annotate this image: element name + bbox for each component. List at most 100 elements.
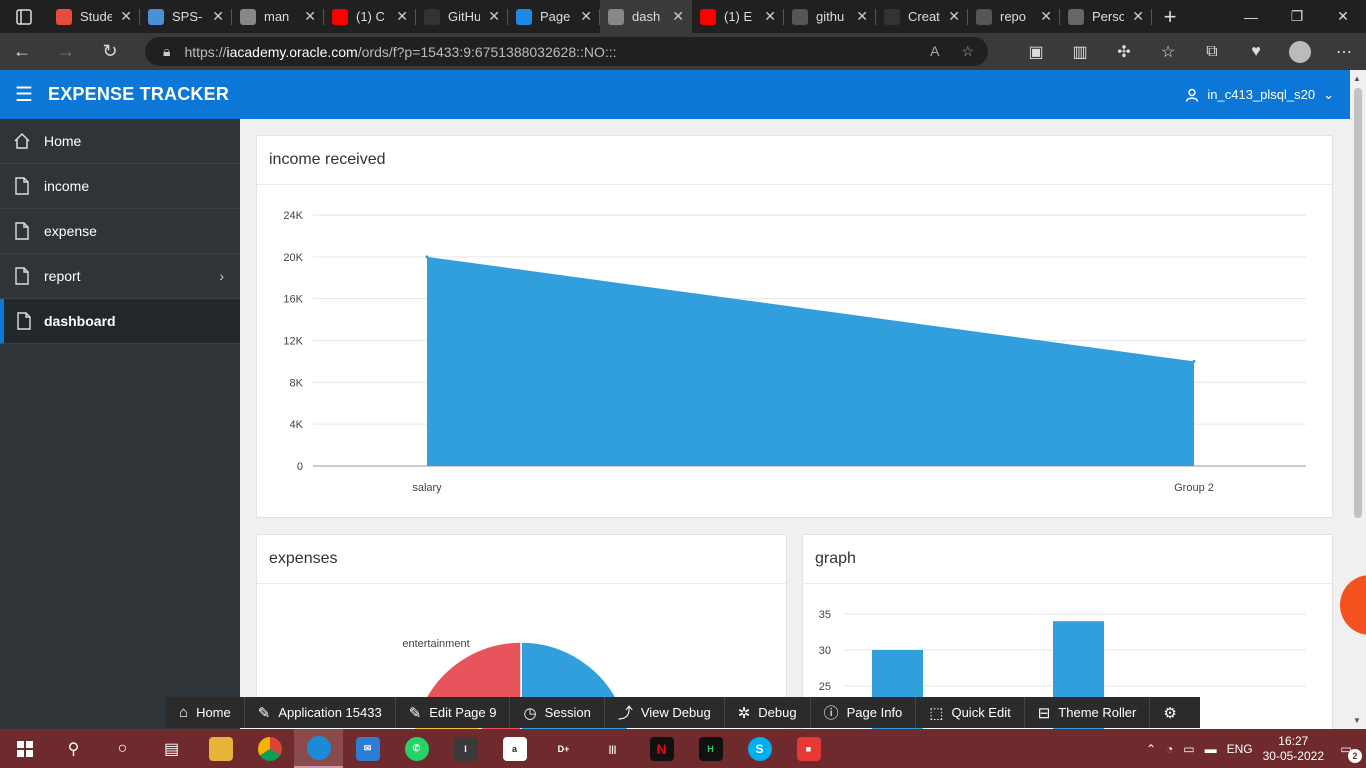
netflix-button[interactable]: N <box>637 729 686 768</box>
skype-button[interactable]: S <box>735 729 784 768</box>
file-explorer-button[interactable] <box>196 729 245 768</box>
devbar-application-15433-button[interactable]: ✎ Application 15433 <box>245 697 396 728</box>
back-button[interactable]: ← <box>0 33 44 70</box>
browser-tab[interactable]: Page ✕ <box>508 0 600 33</box>
tab-list: Stude ✕ SPS- ✕ man ✕ (1) C ✕ GitHu ✕ Page ✕ dash ✕ (1)… <box>48 0 1152 33</box>
app-button[interactable]: I <box>441 729 490 768</box>
tab-title: Page <box>540 9 571 24</box>
amazon-button[interactable]: a <box>490 729 539 768</box>
sidebar-item-report[interactable]: report › <box>0 254 240 299</box>
plus-icon: + <box>1163 3 1177 29</box>
home-icon <box>0 132 44 150</box>
browser-tab[interactable]: (1) E ✕ <box>692 0 784 33</box>
devbar-debug-button[interactable]: ✲ Debug <box>725 697 811 728</box>
maximize-button[interactable]: ❐ <box>1290 8 1304 24</box>
tab-close-icon[interactable]: ✕ <box>1040 8 1052 24</box>
collections-icon[interactable]: ⧉ <box>1206 42 1218 60</box>
close-window-button[interactable]: ✕ <box>1337 8 1349 24</box>
health-icon[interactable]: ♥ <box>1251 42 1261 60</box>
minimize-button[interactable]: — <box>1244 8 1258 25</box>
url-field[interactable]: 🔒︎ https://iacademy.oracle.com/ords/f?p=… <box>145 37 988 66</box>
tab-actions-button[interactable] <box>0 0 48 33</box>
cisco-button[interactable]: ||| <box>588 729 637 768</box>
sidebar-item-dashboard[interactable]: dashboard <box>0 299 240 344</box>
edge-button[interactable] <box>294 729 343 768</box>
sidebar-item-income[interactable]: income <box>0 164 240 209</box>
tab-close-icon[interactable]: ✕ <box>212 8 224 24</box>
browser-tab[interactable]: SPS- ✕ <box>140 0 232 33</box>
browser-tab[interactable]: Perso ✕ <box>1060 0 1152 33</box>
display-icon[interactable]: ▭ <box>1183 741 1195 756</box>
disney-button[interactable]: D+ <box>539 729 588 768</box>
scroll-thumb[interactable] <box>1354 88 1362 518</box>
browser-tab[interactable]: GitHu ✕ <box>416 0 508 33</box>
devbar-settings-button[interactable]: ⚙ <box>1150 697 1189 728</box>
whatsapp-button[interactable]: ✆ <box>392 729 441 768</box>
read-aloud-icon[interactable]: A <box>930 43 940 59</box>
forward-button[interactable]: → <box>44 33 88 70</box>
more-menu-icon[interactable]: ⋯ <box>1336 43 1352 61</box>
data-point[interactable] <box>1192 359 1196 363</box>
scroll-down-arrow-icon[interactable]: ▼ <box>1353 716 1361 725</box>
tab-close-icon[interactable]: ✕ <box>672 8 684 24</box>
notification-center-button[interactable]: ▭ 2 <box>1334 739 1362 763</box>
browser-tab[interactable]: repo ✕ <box>968 0 1060 33</box>
favorites-icon[interactable]: ☆ <box>1160 43 1176 61</box>
browser-tab[interactable]: (1) C ✕ <box>324 0 416 33</box>
refresh-button[interactable]: ↻ <box>88 33 132 70</box>
browser-tab[interactable]: githu ✕ <box>784 0 876 33</box>
browser-tab[interactable]: Creat ✕ <box>876 0 968 33</box>
tab-close-icon[interactable]: ✕ <box>304 8 316 24</box>
sidebar-item-home[interactable]: Home <box>0 119 240 164</box>
new-tab-button[interactable]: + <box>1152 0 1188 33</box>
chrome-button[interactable] <box>245 729 294 768</box>
browser-tab[interactable]: Stude ✕ <box>48 0 140 33</box>
devbar-view-debug-button[interactable]: ⤴ View Debug <box>605 697 725 728</box>
tab-close-icon[interactable]: ✕ <box>120 8 132 24</box>
devbar-item-label: Page Info <box>846 705 903 720</box>
add-favorite-icon[interactable]: ☆ <box>961 43 974 59</box>
devbar-edit-page-9-button[interactable]: ✎ Edit Page 9 <box>396 697 511 728</box>
tab-close-icon[interactable]: ✕ <box>856 8 868 24</box>
devbar-session-button[interactable]: ◷ Session <box>510 697 605 728</box>
sidebar-item-label: dashboard <box>44 313 116 329</box>
devbar-page-info-button[interactable]: ⓘ Page Info <box>811 697 917 728</box>
screen-recorder-button[interactable]: ■ <box>784 729 833 768</box>
battery-icon[interactable]: ▬ <box>1204 741 1217 756</box>
devbar-item-label: Edit Page 9 <box>429 705 497 720</box>
extensions-icon[interactable]: ✣ <box>1117 43 1131 61</box>
tab-close-icon[interactable]: ✕ <box>396 8 408 24</box>
app-title[interactable]: EXPENSE TRACKER <box>48 84 230 104</box>
user-menu[interactable]: in_c413_plsql_s20 ⌄ <box>1185 87 1334 103</box>
task-view-button[interactable]: ▤ <box>147 729 196 768</box>
clock[interactable]: 16:27 30-05-2022 <box>1263 734 1324 764</box>
devbar-quick-edit-button[interactable]: ⬚ Quick Edit <box>916 697 1025 728</box>
data-point[interactable] <box>425 255 429 259</box>
tab-close-icon[interactable]: ✕ <box>580 8 592 24</box>
devbar-home-button[interactable]: ⌂ Home <box>166 697 245 728</box>
tab-close-icon[interactable]: ✕ <box>488 8 500 24</box>
extension-icon[interactable]: ▣ <box>1028 43 1044 61</box>
mail-button[interactable]: ✉ <box>343 729 392 768</box>
performance-icon[interactable]: ▥ <box>1072 43 1088 61</box>
profile-button[interactable] <box>1278 40 1322 63</box>
income-area[interactable] <box>427 256 1194 466</box>
page-scrollbar[interactable]: ▲ ▼ <box>1350 70 1366 729</box>
y-tick-label: 20K <box>283 252 303 264</box>
tab-close-icon[interactable]: ✕ <box>764 8 776 24</box>
browser-tab[interactable]: man ✕ <box>232 0 324 33</box>
browser-tab[interactable]: dash ✕ <box>600 0 692 33</box>
menu-toggle-button[interactable]: ☰ <box>0 82 48 107</box>
tab-close-icon[interactable]: ✕ <box>948 8 960 24</box>
tab-close-icon[interactable]: ✕ <box>1132 8 1144 24</box>
devbar-theme-roller-button[interactable]: ⊟ Theme Roller <box>1025 697 1151 728</box>
scroll-up-arrow-icon[interactable]: ▲ <box>1353 74 1361 83</box>
chevron-up-icon[interactable]: ⌃ <box>1145 741 1156 756</box>
sidebar-item-expense[interactable]: expense <box>0 209 240 254</box>
start-button[interactable] <box>0 729 49 768</box>
hackerrank-button[interactable]: H <box>686 729 735 768</box>
language-indicator[interactable]: ENG <box>1226 741 1253 756</box>
search-button[interactable]: ⚲ <box>49 729 98 768</box>
network-icon[interactable]: ◔ <box>1166 741 1174 756</box>
cortana-button[interactable]: ○ <box>98 729 147 768</box>
